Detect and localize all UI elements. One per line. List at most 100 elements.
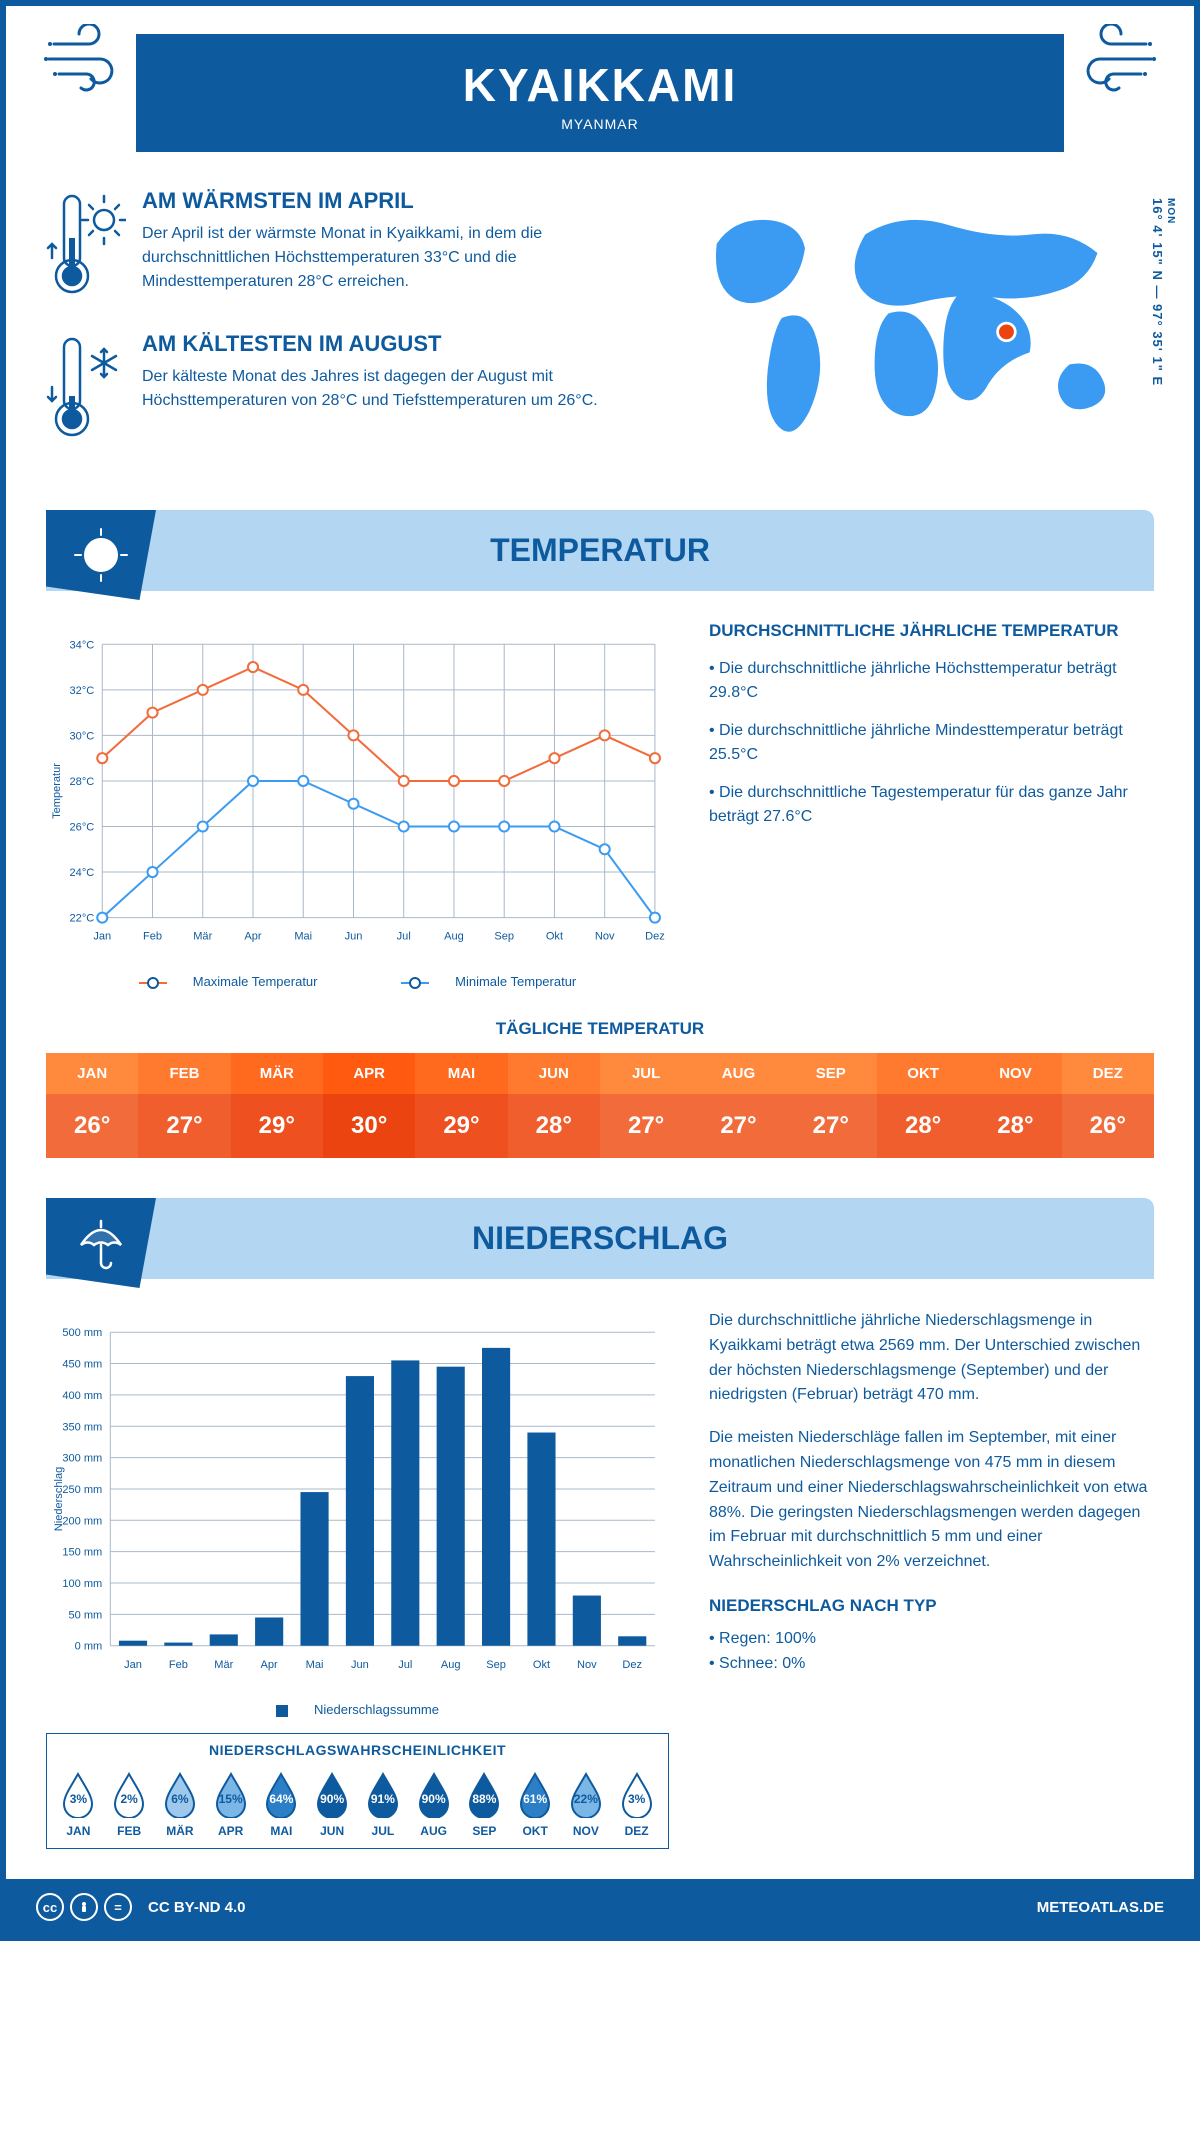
probability-cell: 90%AUG [408,1772,459,1838]
temp-table-cell: DEZ26° [1062,1053,1154,1158]
svg-text:34°C: 34°C [70,639,95,651]
svg-text:Mär: Mär [193,931,212,943]
probability-cell: 6%MÄR [155,1772,206,1838]
svg-text:350 mm: 350 mm [62,1421,102,1433]
svg-text:Nov: Nov [577,1659,597,1671]
warmest-body: Der April ist der wärmste Monat in Kyaik… [142,222,629,294]
svg-text:Okt: Okt [533,1659,550,1671]
precipitation-probability-box: NIEDERSCHLAGSWAHRSCHEINLICHKEIT 3%JAN2%F… [46,1733,669,1849]
svg-text:Dez: Dez [622,1659,642,1671]
svg-text:Mär: Mär [214,1659,233,1671]
thermometer-snow-icon [46,331,126,441]
warmest-title: AM WÄRMSTEN IM APRIL [142,188,629,214]
temp-table-cell: AUG27° [692,1053,784,1158]
probability-cell: 2%FEB [104,1772,155,1838]
svg-text:28°C: 28°C [70,776,95,788]
temperature-section-header: TEMPERATUR [46,510,1154,591]
svg-text:Mai: Mai [294,931,312,943]
svg-text:Jun: Jun [351,1659,369,1671]
svg-text:Sep: Sep [494,931,514,943]
coldest-body: Der kälteste Monat des Jahres ist dagege… [142,365,629,413]
svg-text:Jan: Jan [93,931,111,943]
temp-table-cell: FEB27° [138,1053,230,1158]
precipitation-description: Die durchschnittliche jährliche Niedersc… [709,1309,1154,1849]
temp-table-cell: JUN28° [508,1053,600,1158]
daily-temperature-table: JAN26°FEB27°MÄR29°APR30°MAI29°JUN28°JUL2… [46,1053,1154,1158]
precipitation-legend: Niederschlagssumme [46,1702,669,1717]
svg-text:200 mm: 200 mm [62,1515,102,1527]
wind-icon [44,24,134,94]
page-subtitle: MYANMAR [136,116,1064,132]
svg-text:Dez: Dez [645,931,665,943]
probability-cell: 91%JUL [358,1772,409,1838]
svg-text:Niederschlag: Niederschlag [53,1467,65,1531]
svg-text:Jul: Jul [397,931,411,943]
temperature-title: TEMPERATUR [490,532,710,568]
license-badges: cc = CC BY-ND 4.0 [36,1893,246,1921]
temp-table-cell: OKT28° [877,1053,969,1158]
svg-text:100 mm: 100 mm [62,1578,102,1590]
probability-cell: 88%SEP [459,1772,510,1838]
svg-text:26°C: 26°C [70,822,95,834]
svg-text:500 mm: 500 mm [62,1327,102,1339]
svg-text:50 mm: 50 mm [69,1609,103,1621]
site-name: METEOATLAS.DE [1037,1899,1164,1916]
svg-text:Apr: Apr [261,1659,279,1671]
precipitation-title: NIEDERSCHLAG [472,1220,728,1256]
temp-table-cell: JUL27° [600,1053,692,1158]
thermometer-sun-icon [46,188,126,298]
page-footer: cc = CC BY-ND 4.0 METEOATLAS.DE [6,1879,1194,1935]
svg-text:Nov: Nov [595,931,615,943]
svg-text:Mai: Mai [306,1659,324,1671]
probability-cell: 22%NOV [561,1772,612,1838]
coldest-title: AM KÄLTESTEN IM AUGUST [142,331,629,357]
svg-text:Jan: Jan [124,1659,142,1671]
temp-table-cell: JAN26° [46,1053,138,1158]
svg-text:Jun: Jun [345,931,363,943]
svg-text:150 mm: 150 mm [62,1547,102,1559]
temperature-line-chart: 22°C24°C26°C28°C30°C32°C34°CJanFebMärApr… [46,621,669,961]
sun-icon [71,525,131,585]
license-text: CC BY-ND 4.0 [148,1899,246,1916]
svg-text:Okt: Okt [546,931,563,943]
precipitation-bar-chart: 0 mm50 mm100 mm150 mm200 mm250 mm300 mm3… [46,1309,669,1689]
svg-text:30°C: 30°C [70,730,95,742]
svg-text:24°C: 24°C [70,867,95,879]
temperature-description: DURCHSCHNITTLICHE JÄHRLICHE TEMPERATUR •… [709,621,1154,989]
svg-text:Sep: Sep [486,1659,506,1671]
svg-text:Feb: Feb [169,1659,188,1671]
by-icon [70,1893,98,1921]
probability-cell: 3%DEZ [611,1772,662,1838]
svg-text:32°C: 32°C [70,685,95,697]
temp-table-cell: SEP27° [785,1053,877,1158]
umbrella-icon [71,1213,131,1273]
page-title: KYAIKKAMI [136,58,1064,112]
wind-icon [1066,24,1156,94]
temperature-legend: Maximale Temperatur Minimale Temperatur [46,974,669,989]
svg-text:Aug: Aug [441,1659,461,1671]
probability-cell: 61%OKT [510,1772,561,1838]
page-header: KYAIKKAMI MYANMAR [136,34,1064,152]
probability-cell: 15%APR [205,1772,256,1838]
svg-text:Temperatur: Temperatur [51,763,63,819]
temp-table-cell: MAI29° [415,1053,507,1158]
svg-text:Jul: Jul [398,1659,412,1671]
infographic-container: KYAIKKAMI MYANMAR [0,0,1200,1941]
temp-table-cell: NOV28° [969,1053,1061,1158]
coldest-fact: AM KÄLTESTEN IM AUGUST Der kälteste Mona… [46,331,629,446]
svg-text:300 mm: 300 mm [62,1453,102,1465]
probability-cell: 64%MAI [256,1772,307,1838]
nd-icon: = [104,1893,132,1921]
world-map [669,188,1154,448]
precipitation-section-header: NIEDERSCHLAG [46,1198,1154,1279]
svg-text:Feb: Feb [143,931,162,943]
cc-icon: cc [36,1893,64,1921]
svg-text:250 mm: 250 mm [62,1484,102,1496]
probability-cell: 3%JAN [53,1772,104,1838]
svg-text:Apr: Apr [244,931,262,943]
svg-text:Aug: Aug [444,931,464,943]
probability-cell: 90%JUN [307,1772,358,1838]
intro-section: AM WÄRMSTEN IM APRIL Der April ist der w… [46,188,1154,474]
warmest-fact: AM WÄRMSTEN IM APRIL Der April ist der w… [46,188,629,303]
svg-text:400 mm: 400 mm [62,1390,102,1402]
